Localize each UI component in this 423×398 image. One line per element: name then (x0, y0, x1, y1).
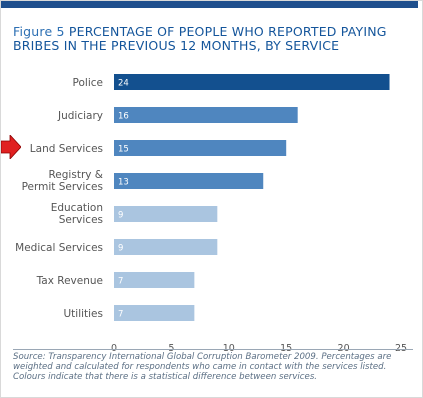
bar-value-label-6: 7 (118, 277, 123, 287)
category-label-6: Tax Revenue (36, 275, 103, 287)
figure-label: Figure 5 (13, 24, 65, 39)
figure-title-text: PERCENTAGE OF PEOPLE WHO REPORTED PAYING… (13, 24, 387, 53)
bar-2 (114, 140, 287, 156)
bar-value-label-3: 13 (118, 178, 129, 188)
bar-6 (114, 272, 195, 288)
bar-1 (114, 107, 298, 123)
arrow-right-icon (1, 135, 21, 159)
category-label-1: Judiciary (57, 110, 103, 122)
bar-value-label-7: 7 (118, 310, 123, 320)
bar-5 (114, 239, 218, 255)
x-tick-label-4: 20 (338, 343, 350, 351)
x-tick-label-5: 25 (395, 343, 407, 351)
bar-chart-svg: 24 Police 16 Judiciary 15 Land Services 13 Regi… (15, 74, 407, 380)
bar-4 (114, 206, 218, 222)
source-divider (13, 349, 413, 350)
bar-value-label-4: 9 (118, 211, 123, 221)
bar-7 (114, 305, 195, 321)
bar-value-label-5: 9 (118, 244, 123, 254)
top-accent-bar (1, 1, 418, 8)
category-label-3: Registry & Permit Services (22, 169, 103, 193)
source-note: Source: Transparency International Globa… (13, 352, 392, 383)
x-tick-label-2: 10 (223, 343, 235, 351)
category-label-7: Utilities (63, 308, 103, 320)
bar-value-label-1: 16 (118, 112, 129, 122)
category-label-4: Education Services (51, 202, 103, 226)
bar-value-label-2: 15 (118, 145, 129, 155)
x-tick-label-0: 0 (111, 343, 117, 351)
category-label-2: Land Services (30, 143, 103, 155)
category-label-5: Medical Services (15, 242, 103, 254)
figure-title: Figure 5 PERCENTAGE OF PEOPLE WHO REPORT… (13, 25, 413, 53)
x-tick-label-3: 15 (280, 343, 292, 351)
category-label-0: Police (73, 77, 103, 89)
bar-chart: 24 Police 16 Judiciary 15 Land Services 13 Regi… (1, 68, 423, 380)
bar-0 (114, 74, 390, 90)
x-tick-label-1: 5 (168, 343, 174, 351)
bar-3 (114, 173, 264, 189)
bar-value-label-0: 24 (118, 79, 129, 89)
